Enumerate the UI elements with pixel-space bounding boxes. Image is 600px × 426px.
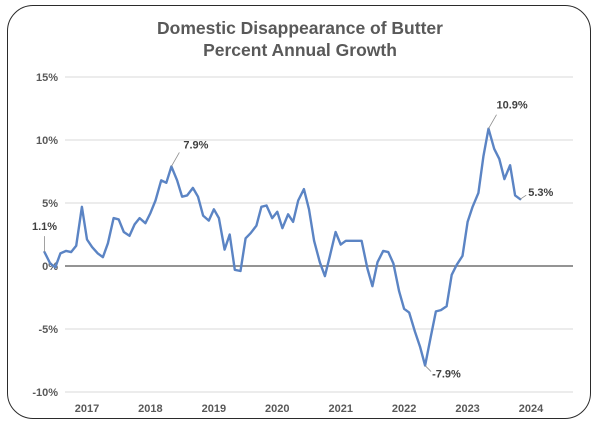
x-tick-label: 2024 <box>519 403 544 415</box>
annotation-leader <box>519 194 527 200</box>
annotation-leader <box>171 152 180 167</box>
x-tick-label: 2021 <box>328 403 352 415</box>
y-tick-label: 10% <box>36 135 58 147</box>
gridlines <box>65 76 573 393</box>
x-tick-label: 2023 <box>455 403 479 415</box>
y-tick-label: 15% <box>36 72 58 84</box>
x-axis-ticks: 2017 2018 2019 2020 2021 2022 2023 2024 <box>75 403 544 415</box>
annotation-label: 10.9% <box>497 100 528 112</box>
x-tick-label: 2022 <box>392 403 416 415</box>
y-axis-ticks: 15% 10% 5% 0% -5% -10% <box>32 72 58 399</box>
chart-title: Domestic Disappearance of Butter Percent… <box>0 17 600 61</box>
x-tick-label: 2019 <box>202 403 226 415</box>
x-tick-label: 2018 <box>138 403 162 415</box>
annotation-leader <box>424 365 432 372</box>
annotation-leader <box>488 114 497 129</box>
y-tick-label: 0% <box>42 261 58 273</box>
annotation-label: 1.1% <box>32 221 57 233</box>
y-tick-label: -10% <box>32 387 58 399</box>
x-tick-label: 2017 <box>75 403 99 415</box>
annotations: 1.1% 7.9% 10.9% 5.3% -7.9% <box>32 100 554 381</box>
series-line <box>43 127 522 367</box>
annotation-label: 7.9% <box>183 139 208 151</box>
chart-title-line-1: Domestic Disappearance of Butter <box>157 18 443 38</box>
annotation-label: -7.9% <box>432 369 461 381</box>
annotation-label: 5.3% <box>528 187 553 199</box>
x-tick-label: 2020 <box>265 403 289 415</box>
chart-frame <box>7 5 591 419</box>
series-lines <box>43 127 522 367</box>
chart-title-line-2: Percent Annual Growth <box>203 40 397 60</box>
y-tick-label: 5% <box>42 198 58 210</box>
y-tick-label: -5% <box>38 324 58 336</box>
